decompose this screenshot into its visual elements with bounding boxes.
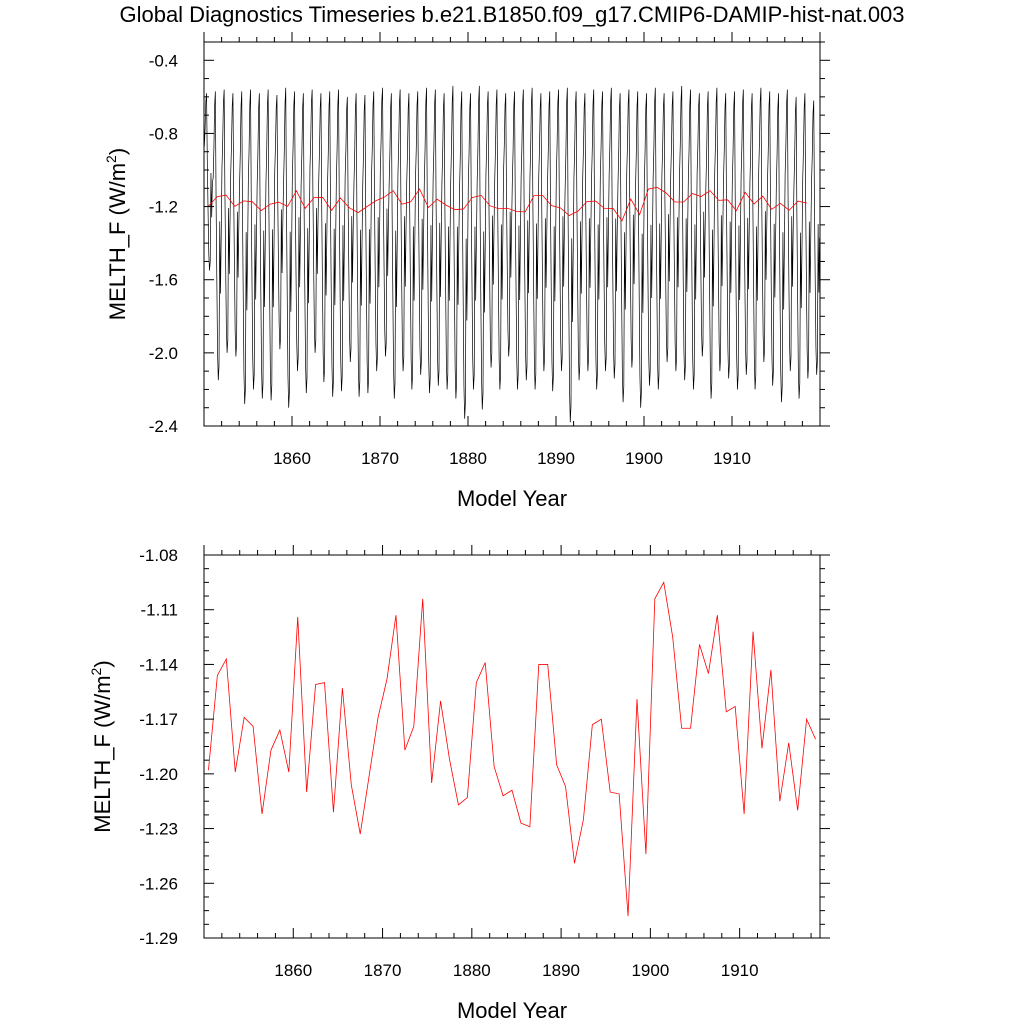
plot-frame bbox=[203, 554, 821, 939]
x-tick-label: 1910 bbox=[721, 961, 759, 980]
y-axis-title: MELTH_F (W/m2) bbox=[103, 148, 130, 320]
y-tick-label: -1.08 bbox=[139, 546, 178, 565]
y-tick-label: -1.11 bbox=[141, 601, 179, 620]
y-axis-title-superscript: 2 bbox=[103, 155, 119, 163]
y-tick-label: -1.29 bbox=[139, 929, 178, 948]
annual-mean-series-line bbox=[208, 186, 807, 222]
x-tick-label: 1860 bbox=[274, 961, 312, 980]
x-tick-label: 1890 bbox=[537, 449, 575, 468]
x-tick-label: 1910 bbox=[713, 449, 751, 468]
y-axis-title-end: ) bbox=[90, 660, 115, 667]
y-axis-title-main: MELTH_F (W/m bbox=[90, 675, 115, 832]
x-axis-title: Model Year bbox=[457, 998, 567, 1023]
x-tick-label: 1880 bbox=[449, 449, 487, 468]
y-axis-title-superscript: 2 bbox=[88, 667, 104, 675]
annual-mean-series-line bbox=[208, 581, 816, 917]
x-tick-label: 1900 bbox=[631, 961, 669, 980]
x-tick-label: 1900 bbox=[625, 449, 663, 468]
y-tick-label: -0.8 bbox=[149, 124, 178, 143]
y-tick-label: -2.0 bbox=[149, 344, 178, 363]
page-title: Global Diagnostics Timeseries b.e21.B185… bbox=[119, 2, 905, 27]
plot-frame bbox=[203, 41, 821, 427]
x-tick-label: 1870 bbox=[364, 961, 402, 980]
y-tick-label: -2.4 bbox=[149, 417, 178, 436]
x-tick-label: 1860 bbox=[273, 449, 311, 468]
y-axis-title-end: ) bbox=[105, 148, 130, 155]
x-tick-label: 1890 bbox=[542, 961, 580, 980]
bottom-panel: 1860 1870 1880 1890 1900 1910 -1.29 -1.26 -1.23 -… bbox=[88, 545, 830, 1023]
top-panel: 1860 1870 1880 1890 1900 1910 -2.4 -2.0 -1.6 -1.2… bbox=[103, 32, 830, 511]
y-tick-label: -1.23 bbox=[139, 820, 178, 839]
y-tick-label: -1.6 bbox=[149, 271, 178, 290]
x-tick-label: 1880 bbox=[453, 961, 491, 980]
y-tick-label: -0.4 bbox=[149, 51, 178, 70]
y-axis-title: MELTH_F (W/m2) bbox=[88, 660, 115, 832]
plot-area bbox=[208, 581, 816, 917]
y-tick-label: -1.20 bbox=[139, 765, 178, 784]
y-axis-title-main: MELTH_F (W/m bbox=[105, 163, 130, 320]
x-axis-title: Model Year bbox=[457, 486, 567, 511]
monthly-series-line bbox=[204, 85, 820, 423]
y-tick-label: -1.2 bbox=[149, 198, 178, 217]
y-tick-label: -1.17 bbox=[139, 710, 178, 729]
y-tick-label: -1.26 bbox=[139, 874, 178, 893]
x-tick-label: 1870 bbox=[361, 449, 399, 468]
y-tick-label: -1.14 bbox=[139, 655, 178, 674]
plot-area bbox=[204, 85, 820, 423]
